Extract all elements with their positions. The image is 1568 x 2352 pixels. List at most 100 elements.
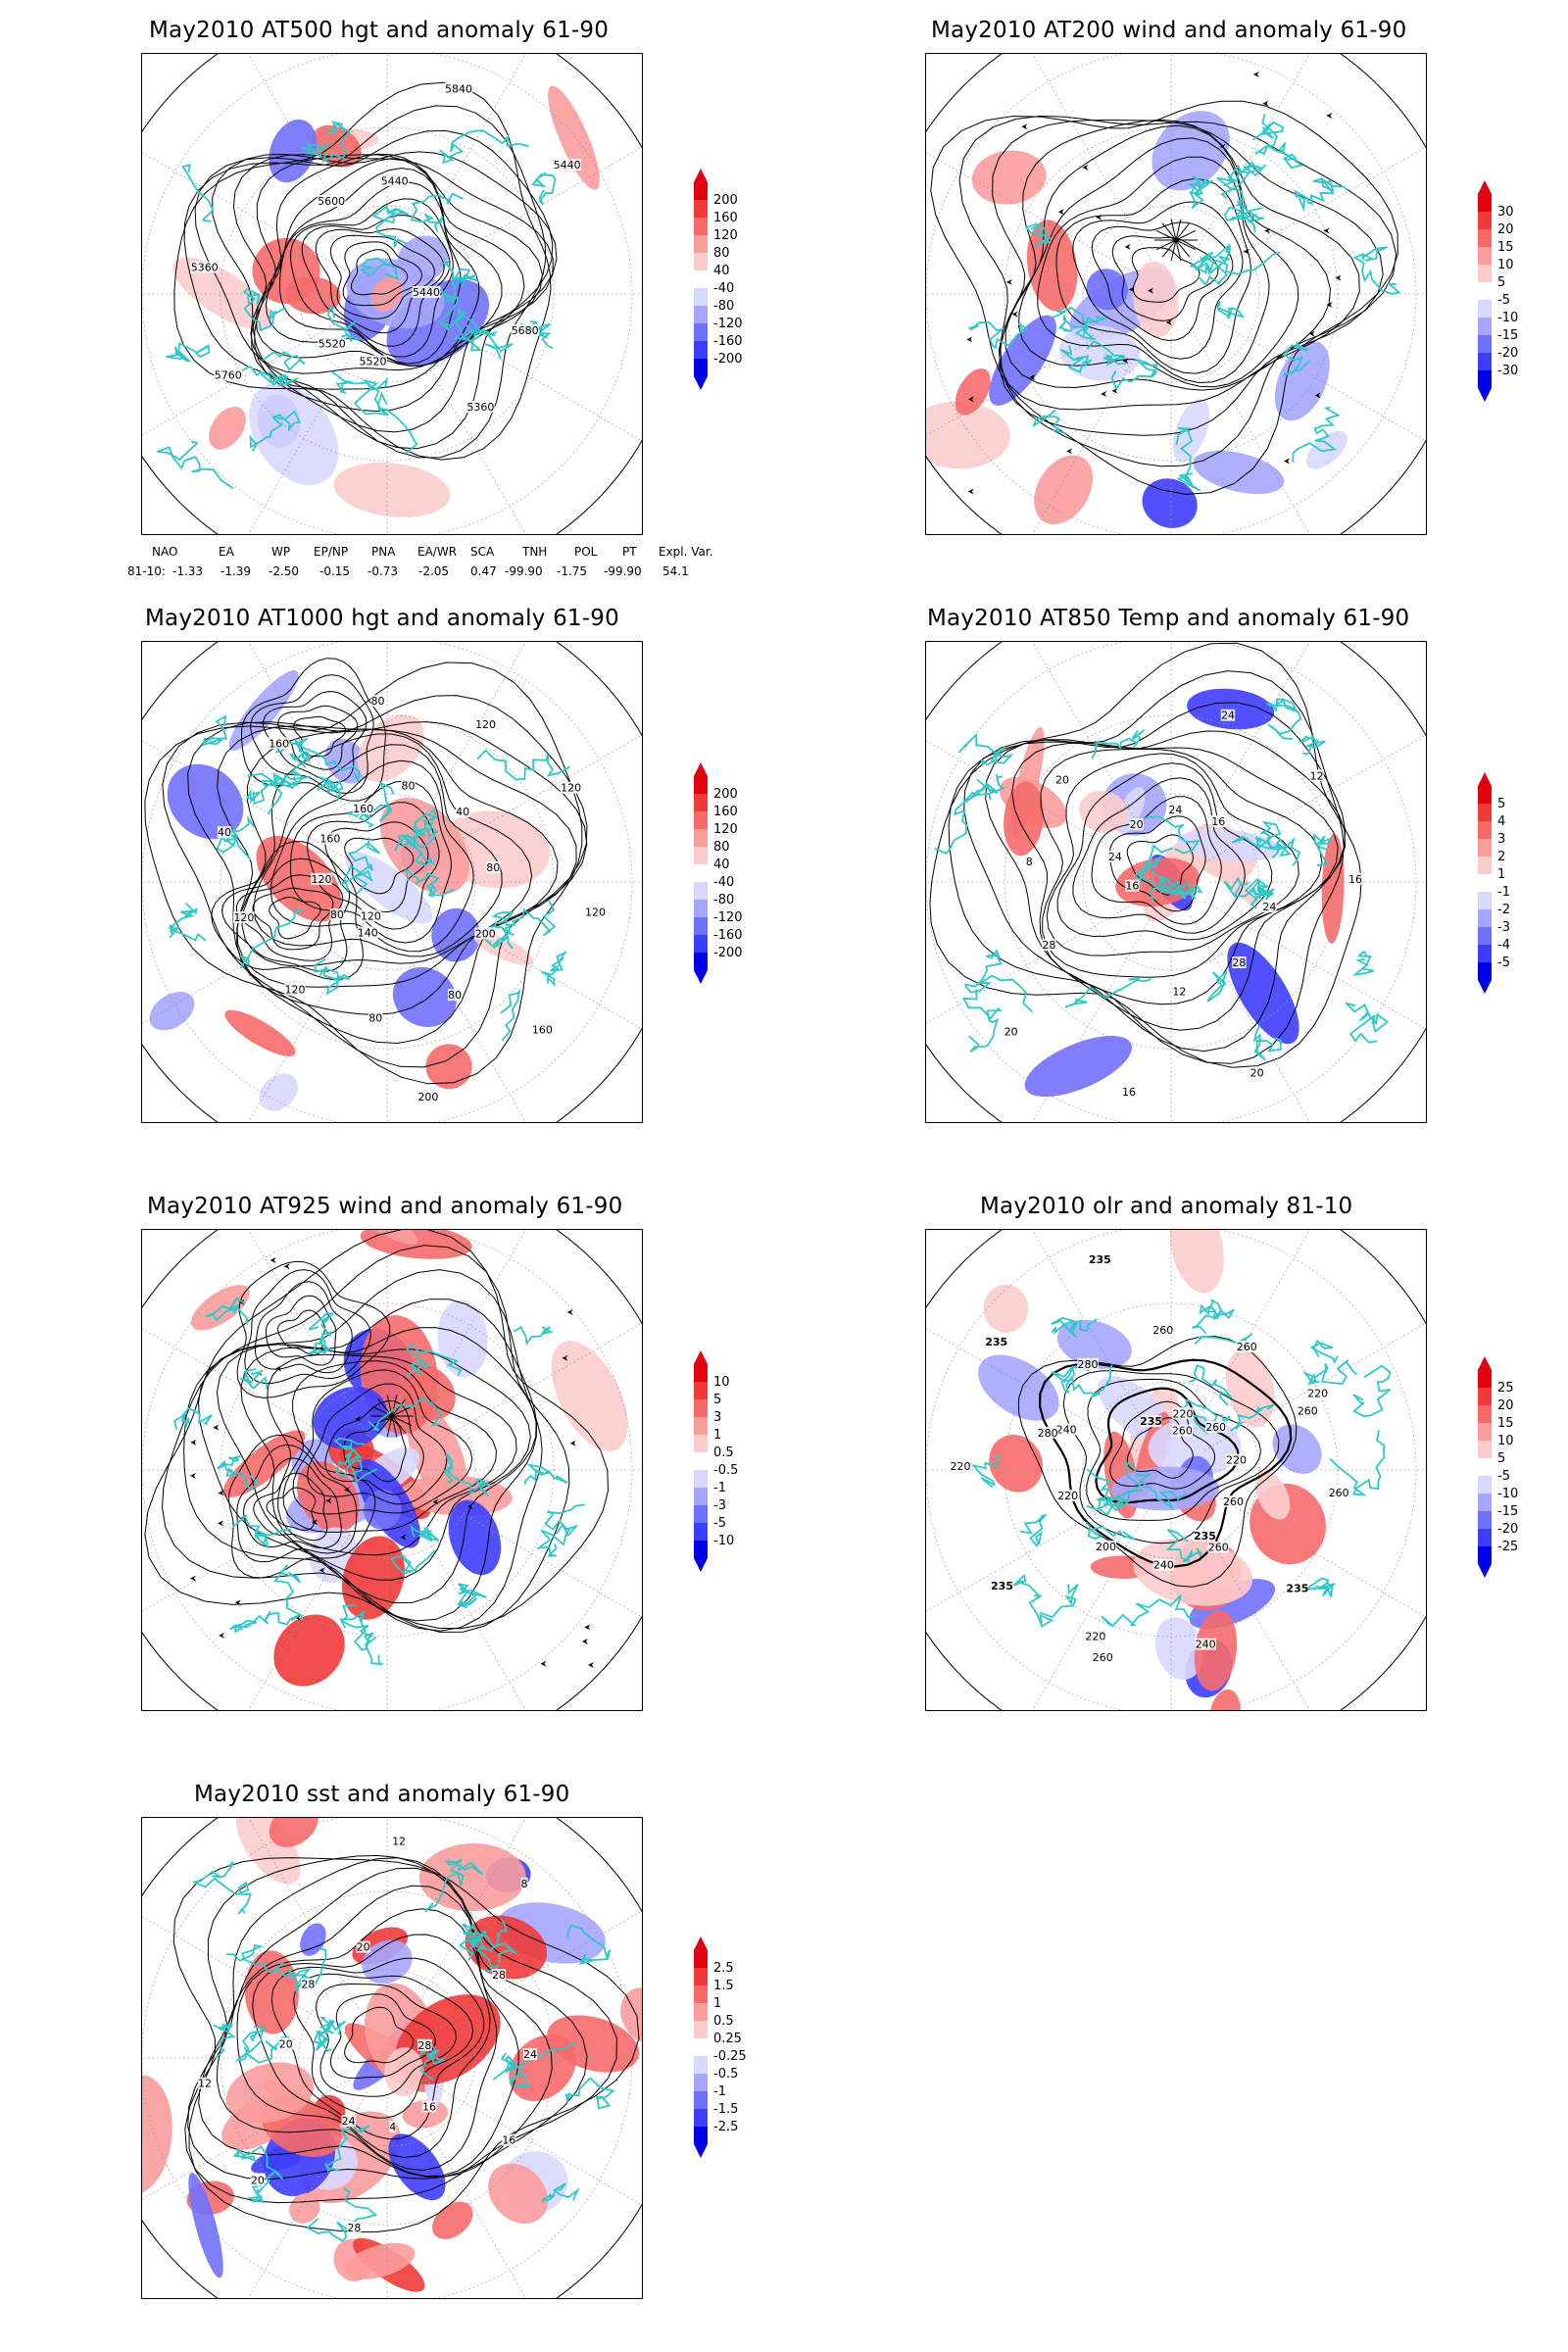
contour-label-bg	[1194, 1529, 1216, 1542]
wind-arrow	[967, 488, 974, 495]
meridian-line	[239, 2091, 368, 2298]
latitude-circle	[926, 642, 1417, 1122]
contour-line	[292, 1369, 473, 1515]
meridian-line	[420, 2077, 642, 2206]
warm-anomaly-area	[1254, 1471, 1291, 1520]
meridian-line	[1023, 327, 1152, 534]
contour-label-bg	[1225, 1453, 1248, 1466]
contour-label: 12	[1172, 986, 1186, 999]
map-frame: 16 16 12 20 16 20 24 28 8 12 16 20 24 28 24 20 24	[925, 641, 1427, 1123]
colorbar-tick-label: -0.5	[713, 1463, 738, 1478]
tele-header-epnp: EP/NP	[314, 545, 349, 559]
contour-line	[1046, 753, 1299, 956]
streamline-converge	[1175, 239, 1182, 262]
wind-arrow	[400, 1534, 407, 1541]
coastline	[1134, 844, 1173, 885]
contour-line	[324, 821, 429, 913]
map-content: 120 160 200 120 120 200 160 80 120 80 160 120 40 80 16…	[142, 642, 642, 1122]
streamline-converge	[1170, 239, 1177, 262]
contour-line	[278, 181, 462, 365]
wind-arrow	[562, 1354, 568, 1361]
cold-anomaly-area	[345, 852, 433, 924]
contour-label-bg	[1172, 985, 1187, 998]
contour-label: 5520	[318, 338, 346, 351]
cold-anomaly-area	[364, 1490, 402, 1530]
contour-label-bg	[311, 872, 332, 885]
contour-label-bg	[352, 802, 374, 814]
colorbar-swatch	[694, 847, 708, 864]
meridian-line	[1190, 642, 1319, 849]
latitude-circle	[926, 1230, 1417, 1710]
contour-line	[344, 837, 415, 895]
streamline-converge	[1175, 239, 1191, 258]
colorbar-tick-label: 5	[1497, 797, 1505, 811]
meridian-line	[406, 327, 535, 534]
wind-arrow	[466, 1503, 473, 1510]
contour-label-bg	[1262, 901, 1277, 913]
contour-line	[250, 674, 374, 795]
cold-anomaly-area	[1056, 1319, 1132, 1369]
contour-label-bg	[417, 1091, 439, 1103]
colorbar-swatch	[694, 288, 708, 306]
colorbar-swatch	[694, 1435, 708, 1452]
coastline	[229, 1610, 300, 1634]
streamline-converge	[391, 1406, 413, 1417]
colorbar-svg: 30 20 15 10 5 -5 -10 -15 -20 -30	[1478, 180, 1518, 402]
colorbar-swatch	[1478, 1529, 1492, 1546]
contour-label-bg	[329, 908, 345, 921]
contour-label: 220	[1057, 1490, 1078, 1502]
contour-line	[958, 115, 1397, 467]
coastline	[167, 902, 207, 942]
colorbar-tick-label: -200	[713, 352, 743, 367]
contour-label: 80	[486, 861, 500, 874]
coastline	[514, 1326, 554, 1347]
map-frame: 28 24 20 16 12 8 4 28 24 20 12 16 20 28 28	[141, 1817, 643, 2299]
warm-anomaly-area	[209, 407, 246, 450]
contour-line	[227, 1434, 376, 1579]
coastline	[239, 1368, 269, 1390]
streamline-converge	[1175, 222, 1191, 241]
coastline	[1165, 1528, 1202, 1563]
colorbar-swatch	[694, 829, 708, 847]
contour-label: 260	[1329, 1487, 1349, 1499]
wind-arrow	[218, 1520, 224, 1527]
colorbar-arrow-top	[694, 169, 708, 182]
colorbar-swatch	[694, 811, 708, 829]
tele-header-pol: POL	[574, 545, 598, 559]
wind-arrow	[1264, 227, 1271, 234]
wind-arrow	[294, 1614, 301, 1621]
coastline	[390, 1549, 436, 1575]
colorbar-tick-label: -120	[713, 910, 743, 925]
contour-label: 5680	[512, 324, 539, 337]
contour-line	[244, 1269, 371, 1385]
coastline	[234, 2026, 267, 2062]
coastline	[315, 2016, 335, 2041]
cold-anomaly-area	[1152, 111, 1230, 191]
coastline	[1140, 865, 1185, 897]
colorbar: 30 20 15 10 5 -5 -10 -15 -20 -30	[1470, 180, 1568, 445]
contour-label-bg	[1328, 1486, 1349, 1498]
streamline-converge	[391, 1395, 398, 1417]
latitude-circle	[1004, 126, 1339, 462]
streamline-converge	[1175, 219, 1182, 241]
contour-label-bg	[1077, 1357, 1099, 1370]
streamline-converge	[371, 1406, 393, 1417]
wind-arrow	[1262, 100, 1269, 107]
contour-label: 160	[319, 832, 340, 845]
contour-line	[183, 105, 547, 459]
colorbar-tick-label: -2	[1497, 903, 1510, 917]
coastline	[476, 749, 570, 781]
contour-label: 24	[1262, 901, 1276, 913]
contour-label-bg	[1297, 1404, 1319, 1417]
coastline	[491, 900, 557, 937]
colorbar-tick-label: -3	[1497, 920, 1510, 935]
tele-header-eawr: EA/WR	[417, 545, 458, 559]
coastline	[1294, 177, 1348, 213]
contour-line	[1095, 1387, 1240, 1504]
contour-line	[269, 896, 321, 940]
wind-arrow	[1011, 311, 1018, 318]
cold-anomaly-area	[437, 1299, 488, 1378]
coastline	[326, 303, 361, 342]
contour-line	[290, 198, 454, 358]
contour-label: 24	[1108, 851, 1122, 863]
